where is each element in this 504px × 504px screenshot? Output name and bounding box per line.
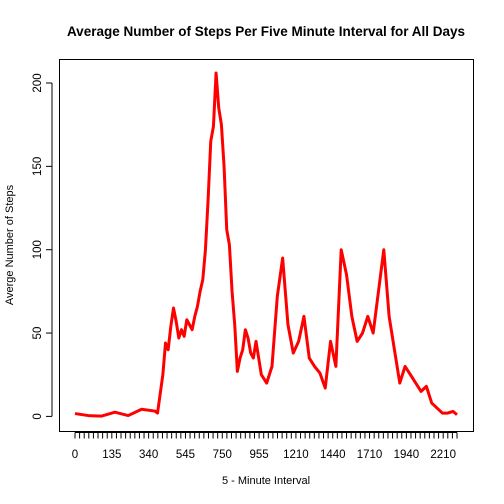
y-tick-label: 150 (32, 157, 44, 176)
y-tick-label: 50 (32, 327, 44, 340)
x-tick-label: 1440 (320, 449, 346, 461)
x-axis: 0 135 340 545 750 955 1210 1440 1710 1940 2210 (72, 433, 457, 462)
y-tick-label: 200 (32, 73, 44, 92)
x-tick-label: 1940 (394, 449, 420, 461)
y-tick-label: 0 (32, 413, 44, 419)
y-axis: 0 50 100 150 200 (32, 73, 52, 419)
x-tick-label: 545 (176, 449, 195, 461)
y-tick-label: 100 (32, 240, 44, 259)
series-line (75, 73, 457, 416)
y-axis-label: Averge Number of Steps (4, 184, 16, 305)
chart-title: Average Number of Steps Per Five Minute … (67, 24, 465, 39)
x-tick-label: 955 (250, 449, 269, 461)
x-tick-label: 0 (72, 449, 78, 461)
x-tick-label: 135 (102, 449, 121, 461)
x-tick-label: 1210 (283, 449, 309, 461)
x-tick-label: 340 (139, 449, 158, 461)
x-tick-label: 1710 (357, 449, 383, 461)
x-tick-label: 750 (213, 449, 232, 461)
x-axis-label: 5 - Minute Interval (222, 475, 310, 487)
x-tick-label: 2210 (430, 449, 456, 461)
